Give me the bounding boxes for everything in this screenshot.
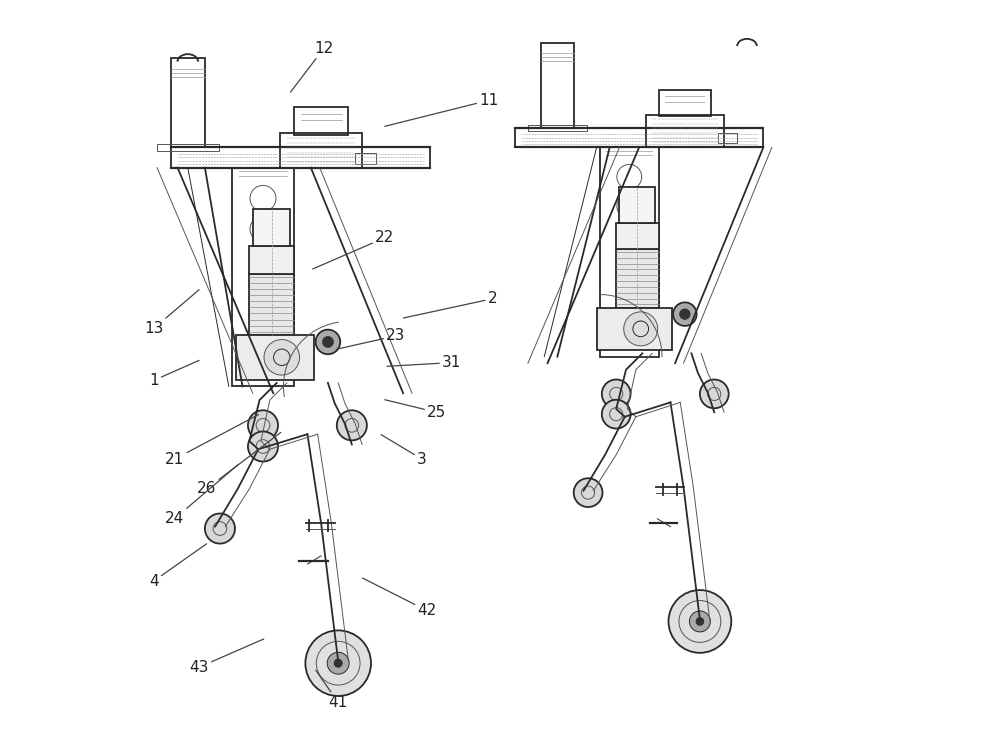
Circle shape	[305, 630, 371, 696]
Circle shape	[624, 312, 658, 345]
Circle shape	[689, 611, 710, 632]
Polygon shape	[619, 186, 655, 223]
Text: 41: 41	[316, 670, 348, 710]
Polygon shape	[249, 246, 294, 273]
Circle shape	[264, 340, 300, 375]
Text: 1: 1	[149, 360, 199, 388]
Polygon shape	[597, 308, 672, 350]
Text: 13: 13	[144, 290, 199, 336]
Text: 23: 23	[337, 328, 406, 349]
Text: 4: 4	[149, 544, 207, 588]
Polygon shape	[253, 209, 290, 246]
Circle shape	[322, 337, 333, 348]
Polygon shape	[616, 249, 659, 308]
Text: 31: 31	[387, 355, 461, 370]
Circle shape	[680, 309, 690, 319]
Circle shape	[334, 659, 342, 667]
Circle shape	[248, 410, 278, 441]
Circle shape	[327, 652, 349, 674]
Text: 22: 22	[313, 230, 394, 269]
Text: 43: 43	[189, 639, 264, 675]
Text: 11: 11	[385, 93, 498, 126]
Text: 24: 24	[165, 464, 238, 526]
Circle shape	[696, 617, 704, 626]
Polygon shape	[236, 335, 314, 380]
Text: 21: 21	[165, 415, 259, 467]
Text: 12: 12	[290, 41, 334, 92]
Text: 2: 2	[403, 291, 497, 318]
Circle shape	[673, 302, 697, 326]
Text: 25: 25	[385, 400, 446, 420]
Circle shape	[248, 432, 278, 461]
Circle shape	[205, 513, 235, 544]
Text: 26: 26	[197, 432, 281, 496]
Text: 42: 42	[363, 578, 437, 618]
Circle shape	[602, 380, 631, 409]
Circle shape	[669, 590, 731, 653]
Circle shape	[602, 400, 631, 429]
Polygon shape	[249, 273, 294, 335]
Polygon shape	[616, 223, 659, 249]
Text: 3: 3	[381, 435, 427, 467]
Circle shape	[337, 410, 367, 441]
Circle shape	[700, 380, 729, 409]
Circle shape	[574, 478, 602, 507]
Circle shape	[316, 330, 340, 354]
